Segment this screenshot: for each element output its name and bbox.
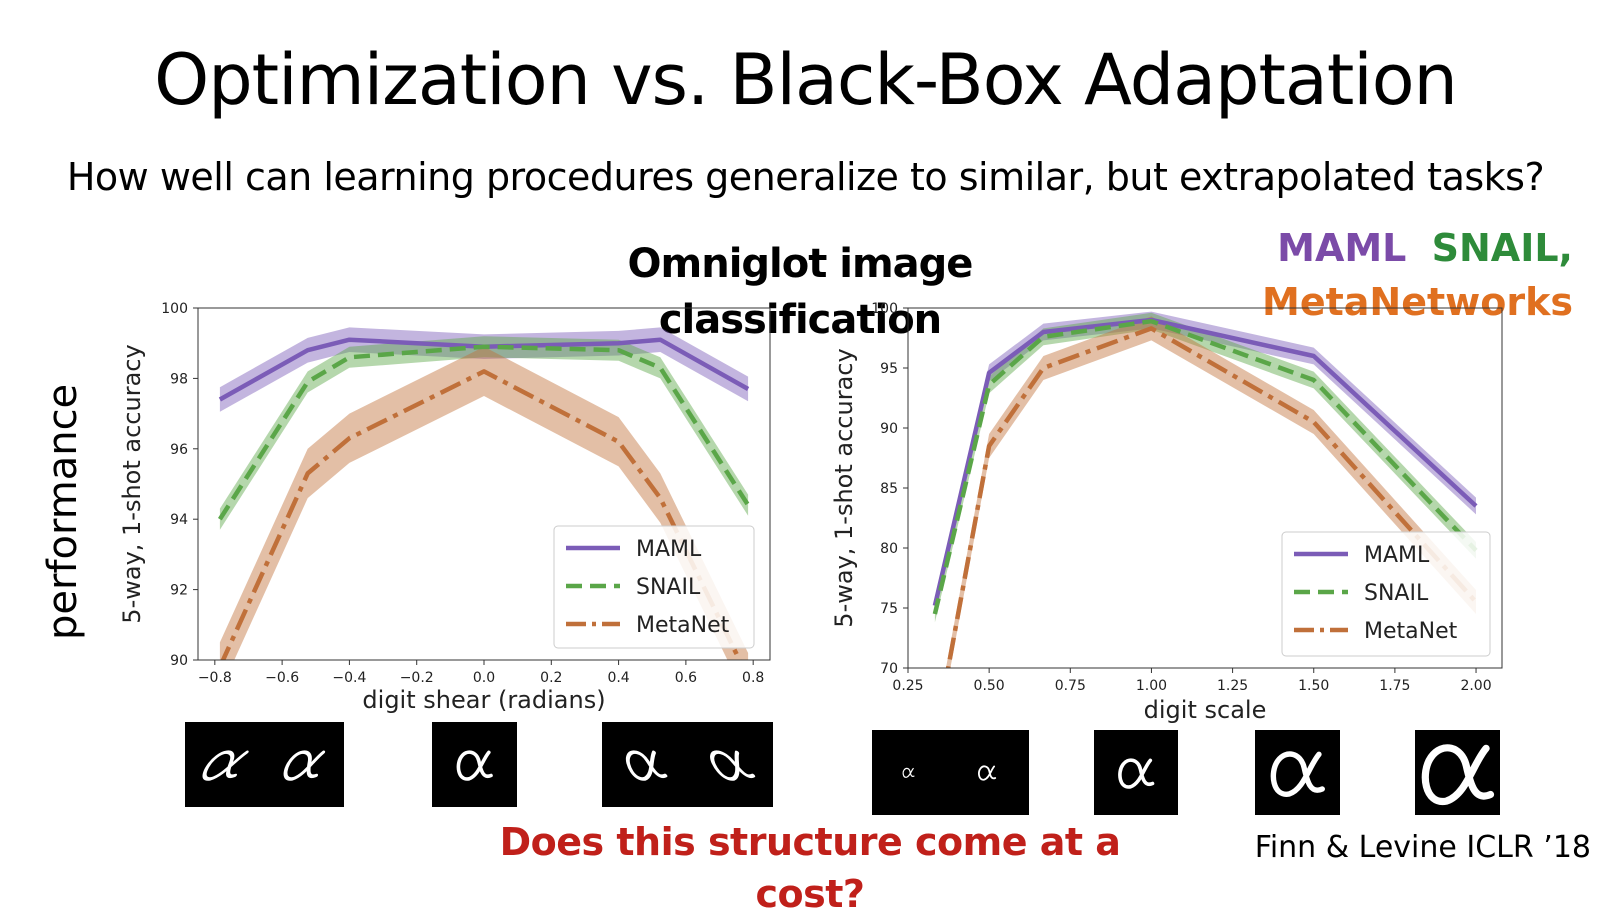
- x-tick-label: 0.25: [892, 678, 923, 694]
- x-tick-label: 0.6: [675, 670, 697, 686]
- series-band-maml: [934, 311, 1476, 614]
- x-tick-label: 2.00: [1460, 678, 1491, 694]
- y-tick-label: 92: [170, 583, 188, 599]
- series-band-metanet: [219, 346, 749, 660]
- y-tick-label: 95: [880, 361, 898, 377]
- alpha-glyph-thumbnail: [602, 722, 687, 807]
- chart-legend: MAML SNAIL MetaNet: [1281, 531, 1491, 657]
- methods-legend-maml: MAML: [1277, 226, 1407, 270]
- x-tick-label: −0.4: [332, 670, 366, 686]
- x-tick-label: 0.75: [1055, 678, 1086, 694]
- x-tick-label: −0.6: [265, 670, 299, 686]
- x-tick-label: 1.25: [1217, 678, 1248, 694]
- y-tick-label: 90: [880, 421, 898, 437]
- series-band-maml: [219, 327, 749, 412]
- alpha-glyph-thumbnail: [945, 730, 1029, 815]
- y-axis-label: 5-way, 1-shot accuracy: [118, 344, 146, 623]
- shear-accuracy-chart: −0.8 −0.6 −0.4 −0.2 0.0 0.2 0.4 0.6 0.8 90 92 94 96 9…: [118, 301, 771, 714]
- y-tick-label: 80: [880, 541, 898, 557]
- y-axis-label: 5-way, 1-shot accuracy: [830, 348, 858, 627]
- y-tick-label: 98: [170, 371, 188, 387]
- legend-label-maml: MAML: [1364, 543, 1430, 568]
- x-tick-label: 1.50: [1298, 678, 1329, 694]
- x-tick-label: −0.2: [400, 670, 434, 686]
- alpha-glyph-thumbnail: [185, 722, 265, 807]
- alpha-glyph-thumbnail: [1415, 730, 1500, 815]
- alpha-glyph-thumbnail: [687, 722, 773, 807]
- x-tick-label: 0.50: [974, 678, 1005, 694]
- y-tick-label: 100: [161, 301, 188, 317]
- x-tick-label: 0.2: [540, 670, 562, 686]
- scale-accuracy-chart: 0.25 0.50 0.75 1.00 1.25 1.50 1.75 2.00 70 75 80 85…: [830, 301, 1503, 724]
- alpha-glyph-thumbnail: [872, 730, 945, 815]
- x-tick-label: 0.0: [473, 670, 495, 686]
- citation: Finn & Levine ICLR ’18: [1254, 830, 1591, 865]
- series-line-metanet: [220, 369, 742, 660]
- methods-legend-line1: MAML SNAIL,: [1277, 222, 1573, 274]
- alpha-glyph-thumbnail: [264, 722, 344, 807]
- x-tick-label: 0.8: [742, 670, 764, 686]
- legend-label-snail: SNAIL: [1364, 581, 1429, 606]
- y-tick-label: 90: [170, 653, 188, 669]
- y-tick-label: 85: [880, 481, 898, 497]
- legend-label-snail: SNAIL: [636, 575, 701, 600]
- methods-legend-snail: SNAIL,: [1431, 226, 1573, 270]
- methods-legend-metanetworks: MetaNetworks: [1262, 280, 1573, 324]
- legend-label-metanet: MetaNet: [636, 613, 730, 638]
- performance-axis-label: performance: [40, 383, 86, 640]
- chart-legend: MAML SNAIL MetaNet: [553, 525, 755, 649]
- slide-subtitle: How well can learning procedures general…: [66, 155, 1545, 199]
- x-axis-label: digit scale: [1144, 696, 1267, 724]
- y-tick-label: 70: [880, 661, 898, 677]
- y-tick-label: 100: [871, 301, 898, 317]
- y-tick-label: 96: [170, 442, 188, 458]
- y-tick-label: 94: [170, 512, 188, 528]
- methods-legend-line2: MetaNetworks: [1262, 276, 1573, 328]
- plot-area: [218, 327, 750, 660]
- series-line-metanet: [945, 326, 1478, 668]
- alpha-glyph-thumbnail: [1255, 730, 1340, 815]
- slide-title: Optimization vs. Black-Box Adaptation: [154, 39, 1458, 121]
- x-tick-label: 1.75: [1379, 678, 1410, 694]
- series-line-snail: [932, 318, 1478, 615]
- series-line-snail: [218, 344, 750, 521]
- y-tick-label: 75: [880, 601, 898, 617]
- plot-area: [932, 311, 1478, 668]
- x-axis-label: digit shear (radians): [362, 686, 605, 714]
- section-heading: Omniglot image classification: [627, 241, 974, 343]
- x-tick-label: −0.8: [198, 670, 232, 686]
- alpha-glyph-thumbnail: [1094, 730, 1178, 815]
- series-band-metanet: [945, 316, 1476, 668]
- bottom-question: Does this structure come at a cost?: [499, 820, 1121, 916]
- legend-label-metanet: MetaNet: [1364, 619, 1458, 644]
- x-tick-label: 0.4: [607, 670, 629, 686]
- x-tick-label: 1.00: [1136, 678, 1167, 694]
- alpha-glyph-thumbnail: [432, 722, 517, 807]
- legend-label-maml: MAML: [636, 537, 702, 562]
- series-line-maml: [932, 317, 1478, 607]
